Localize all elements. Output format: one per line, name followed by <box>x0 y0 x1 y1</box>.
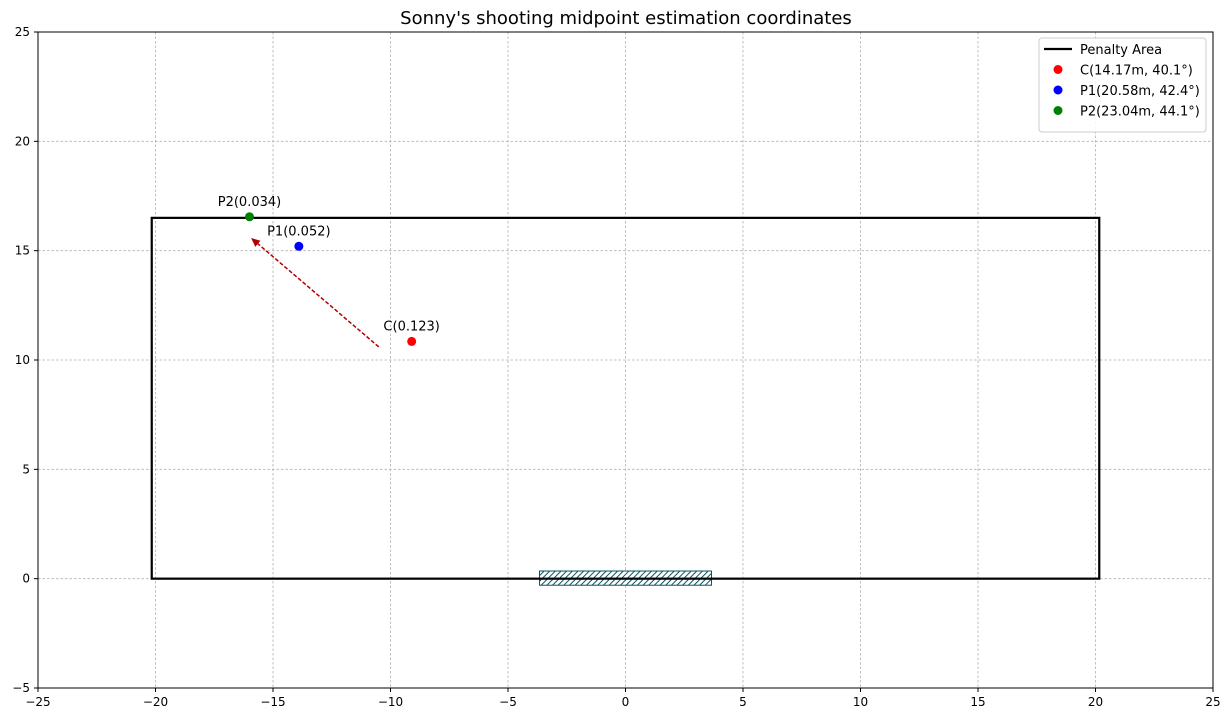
point-annotation-0: C(0.123) <box>383 319 439 334</box>
legend-box <box>1038 37 1207 133</box>
legend-label-2: P2(23.04m, 44.1°) <box>1080 105 1200 120</box>
axes-frame <box>37 31 1214 689</box>
axis-ticks: −25 −20 −15 −10 −5 0 5 10 15 20 25 −5 0 5 10 15 20 25 <box>12 25 1220 709</box>
y-tick-label-0: −5 <box>12 681 30 695</box>
x-tick-label-8: 15 <box>970 695 985 709</box>
x-tick-label-2: −15 <box>260 695 285 709</box>
legend-marker-1 <box>1053 85 1063 95</box>
legend-label-1: P1(20.58m, 42.4°) <box>1080 84 1200 99</box>
legend-marker-0 <box>1053 65 1063 74</box>
x-tick-label-10: 25 <box>1205 695 1220 709</box>
legend-marker-2 <box>1053 106 1063 115</box>
x-tick-label-6: 5 <box>739 695 747 709</box>
x-tick-label-5: 0 <box>622 695 630 709</box>
y-tick-label-1: 0 <box>22 572 30 586</box>
x-tick-label-1: −20 <box>143 695 168 709</box>
y-tick-label-2: 5 <box>22 462 30 476</box>
x-tick-label-7: 10 <box>853 695 868 709</box>
y-tick-label-4: 15 <box>15 244 30 258</box>
legend-label-0: C(14.17m, 40.1°) <box>1080 64 1193 79</box>
point-1 <box>294 241 304 251</box>
x-tick-label-0: −25 <box>25 695 50 709</box>
chart-title: Sonny's shooting midpoint estimation coo… <box>400 8 852 29</box>
x-tick-label-9: 20 <box>1088 695 1103 709</box>
y-tick-label-6: 25 <box>15 25 30 39</box>
point-2 <box>245 212 254 222</box>
y-tick-label-5: 20 <box>15 134 30 148</box>
penalty-area-line <box>150 216 1101 580</box>
x-tick-label-3: −10 <box>378 695 403 709</box>
plot-area: C(0.123) P1(0.052) P2(0.034) <box>150 195 1101 586</box>
x-tick-label-4: −5 <box>499 695 517 709</box>
point-annotation-1: P1(0.052) <box>267 224 330 239</box>
point-0 <box>407 336 417 346</box>
legend: Penalty Area C(14.17m, 40.1°) P1(20.58m, 4… <box>1038 37 1207 133</box>
legend-label-penalty-area: Penalty Area <box>1080 43 1162 58</box>
point-annotation-2: P2(0.034) <box>218 195 281 210</box>
direction-arrow <box>251 237 380 348</box>
y-tick-label-3: 10 <box>15 353 30 367</box>
